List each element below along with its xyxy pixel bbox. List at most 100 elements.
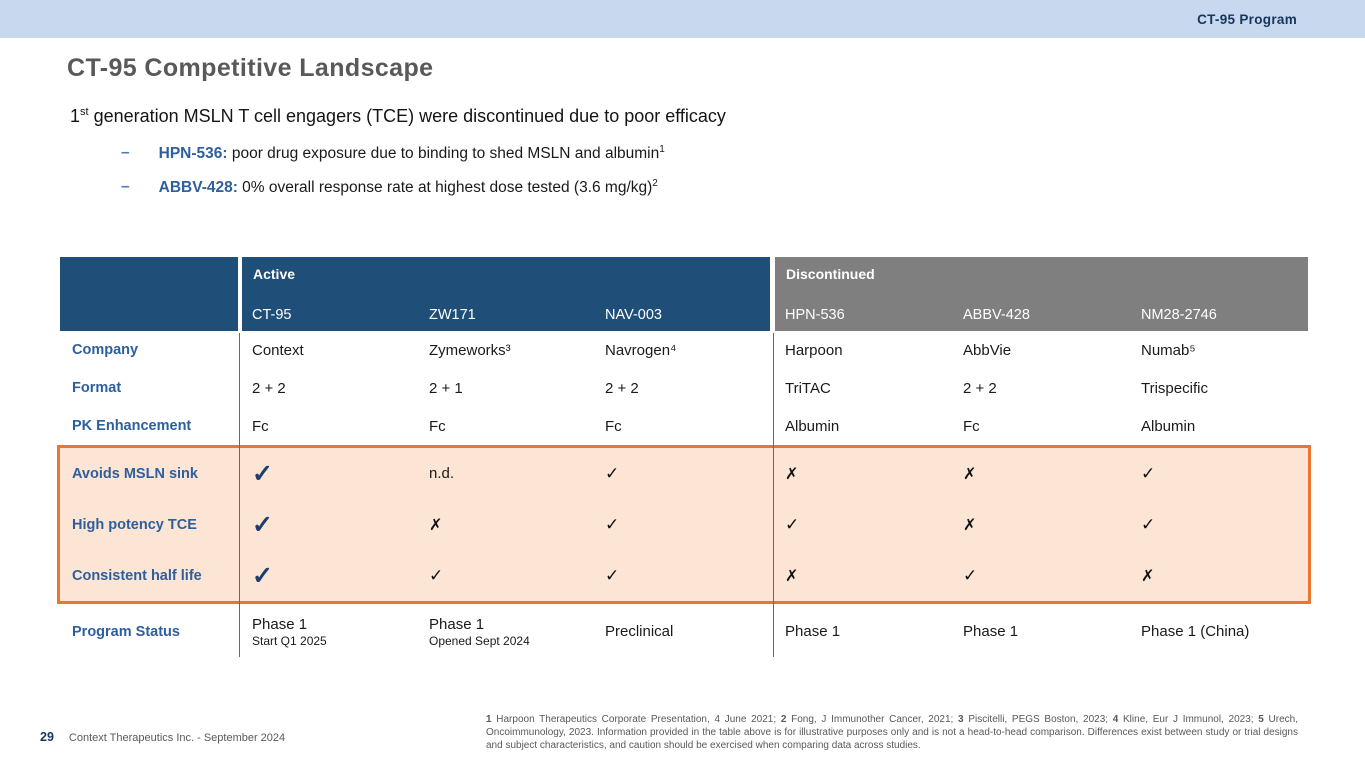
- table-header: Active CT-95 ZW171 NAV-003 Discontinued …: [60, 257, 1308, 331]
- bullet-text: HPN-536: poor drug exposure due to bindi…: [158, 144, 665, 163]
- footnote-ref: 2: [652, 178, 658, 190]
- col-header-ct95: CT-95: [252, 307, 292, 323]
- table-cell: Navrogen⁴: [605, 341, 677, 359]
- row-label: High potency TCE: [72, 516, 197, 533]
- table-cell: ✓: [242, 510, 419, 540]
- bullet-hpn536: – HPN-536: poor drug exposure due to bin…: [121, 144, 665, 163]
- table-cell: ✓: [1131, 515, 1308, 535]
- status-main: Phase 1: [429, 615, 485, 633]
- table-cell: AbbVie: [963, 341, 1012, 359]
- status-cell: Phase 1 Start Q1 2025: [242, 616, 419, 648]
- discontinued-group-label: Discontinued: [786, 266, 875, 282]
- highlight-box: Avoids MSLN sink ✓ n.d. ✓ ✗ ✗ ✓ High potency TC…: [57, 445, 1311, 604]
- table-cell: Fc: [252, 417, 269, 435]
- check-icon: ✓: [605, 565, 620, 585]
- top-bar: CT-95 Program: [0, 0, 1365, 38]
- program-tag: CT-95 Program: [1197, 11, 1297, 27]
- status-main: Phase 1 (China): [1141, 623, 1250, 640]
- status-cell: Phase 1 (China): [1131, 623, 1308, 640]
- page-title: CT-95 Competitive Landscape: [67, 54, 434, 82]
- table-row: Format 2 + 2 2 + 1 2 + 2 TriTAC 2 + 2 Trispeci…: [60, 369, 1308, 407]
- table-cell: n.d.: [419, 465, 595, 482]
- footer-text: Context Therapeutics Inc. - September 20…: [68, 732, 286, 744]
- table-cell: ✗: [775, 566, 953, 586]
- status-cell: Phase 1 Opened Sept 2024: [419, 616, 595, 648]
- cross-icon: ✗: [429, 516, 443, 534]
- drug-name: ABBV-428:: [158, 179, 238, 197]
- feature-rows: Avoids MSLN sink ✓ n.d. ✓ ✗ ✗ ✓ High potency TC…: [63, 448, 1305, 601]
- status-cell: Phase 1: [775, 623, 953, 640]
- status-cell: Phase 1: [953, 623, 1131, 640]
- check-icon: ✓: [252, 510, 273, 539]
- footnote-ref: 1: [659, 144, 665, 155]
- page-number: 29: [40, 730, 54, 744]
- slide-footer: 29 Context Therapeutics Inc. - September…: [40, 730, 285, 744]
- table-cell: Fc: [605, 417, 622, 435]
- table-cell: Numab⁵: [1141, 341, 1196, 359]
- table-cell: Fc: [963, 417, 980, 435]
- row-label: Format: [72, 380, 122, 396]
- table-divider-line: [239, 333, 240, 657]
- table-cell: ✗: [953, 515, 1131, 535]
- cross-icon: ✗: [1141, 567, 1155, 585]
- check-icon: ✓: [605, 514, 620, 534]
- table-cell: ✓: [595, 566, 770, 586]
- table-cell: ✓: [242, 561, 419, 591]
- table-cell: ✗: [953, 464, 1131, 484]
- check-icon: ✓: [963, 565, 978, 585]
- active-group-label: Active: [253, 266, 296, 282]
- discontinued-column-headers: HPN-536 ABBV-428 NM28-2746: [775, 307, 1308, 323]
- table-cell: ✗: [419, 515, 595, 535]
- table-cell: ✓: [242, 459, 419, 489]
- table-row: Program Status Phase 1 Start Q1 2025 Phase …: [60, 604, 1308, 659]
- active-column-headers: CT-95 ZW171 NAV-003: [242, 307, 770, 323]
- active-header-group: Active CT-95 ZW171 NAV-003: [242, 257, 770, 331]
- table-cell: 2 + 1: [429, 379, 463, 397]
- row-label: Program Status: [72, 623, 180, 640]
- table-row: Avoids MSLN sink ✓ n.d. ✓ ✗ ✗ ✓: [60, 448, 1305, 499]
- status-main: Preclinical: [605, 623, 674, 640]
- table-cell: Fc: [429, 417, 446, 435]
- table-cell: ✗: [775, 464, 953, 484]
- check-icon: ✓: [785, 514, 800, 534]
- not-determined-label: n.d.: [429, 465, 455, 482]
- table-cell: 2 + 2: [963, 379, 997, 397]
- row-label: PK Enhancement: [72, 418, 192, 434]
- table-cell: ✓: [1131, 464, 1308, 484]
- col-header-zw171: ZW171: [429, 307, 476, 323]
- dash-icon: –: [121, 178, 130, 196]
- table-cell: ✓: [419, 566, 595, 586]
- table-divider-line: [773, 333, 774, 657]
- status-sub: Opened Sept 2024: [429, 633, 530, 648]
- competitive-table: Active CT-95 ZW171 NAV-003 Discontinued …: [57, 257, 1311, 659]
- cross-icon: ✗: [963, 516, 977, 534]
- cross-icon: ✗: [785, 465, 799, 483]
- table-row: Company Context Zymeworks³ Navrogen⁴ Harpoon…: [60, 331, 1308, 369]
- row-label: Avoids MSLN sink: [72, 465, 198, 482]
- row-label: Consistent half life: [72, 567, 202, 584]
- table-row: PK Enhancement Fc Fc Fc Albumin Fc Albumin: [60, 407, 1308, 445]
- check-icon: ✓: [252, 459, 273, 488]
- footnote-text: 1 Harpoon Therapeutics Corporate Present…: [486, 714, 1298, 752]
- table-cell: ✗: [1131, 566, 1308, 586]
- row-label: Company: [72, 342, 139, 358]
- dash-icon: –: [121, 144, 130, 161]
- table-cell: Harpoon: [785, 341, 843, 359]
- status-main: Phase 1: [785, 623, 841, 640]
- subtitle-superscript: st: [80, 106, 89, 118]
- status-cell: Preclinical: [595, 623, 770, 640]
- table-cell: 2 + 2: [252, 379, 286, 397]
- table-cell: Zymeworks³: [429, 341, 511, 359]
- col-header-abbv428: ABBV-428: [963, 307, 1030, 323]
- cross-icon: ✗: [785, 567, 799, 585]
- discontinued-header-group: Discontinued HPN-536 ABBV-428 NM28-2746: [775, 257, 1308, 331]
- col-header-nav003: NAV-003: [605, 307, 662, 323]
- check-icon: ✓: [252, 561, 273, 590]
- check-icon: ✓: [1141, 514, 1156, 534]
- bullet-abbv428: – ABBV-428: 0% overall response rate at …: [121, 178, 665, 197]
- table-row: Consistent half life ✓ ✓ ✓ ✗ ✓ ✗: [60, 550, 1305, 601]
- bullet-list: – HPN-536: poor drug exposure due to bin…: [121, 144, 665, 212]
- table-cell: Albumin: [785, 417, 840, 435]
- info-rows: Company Context Zymeworks³ Navrogen⁴ Harpoon…: [60, 331, 1308, 445]
